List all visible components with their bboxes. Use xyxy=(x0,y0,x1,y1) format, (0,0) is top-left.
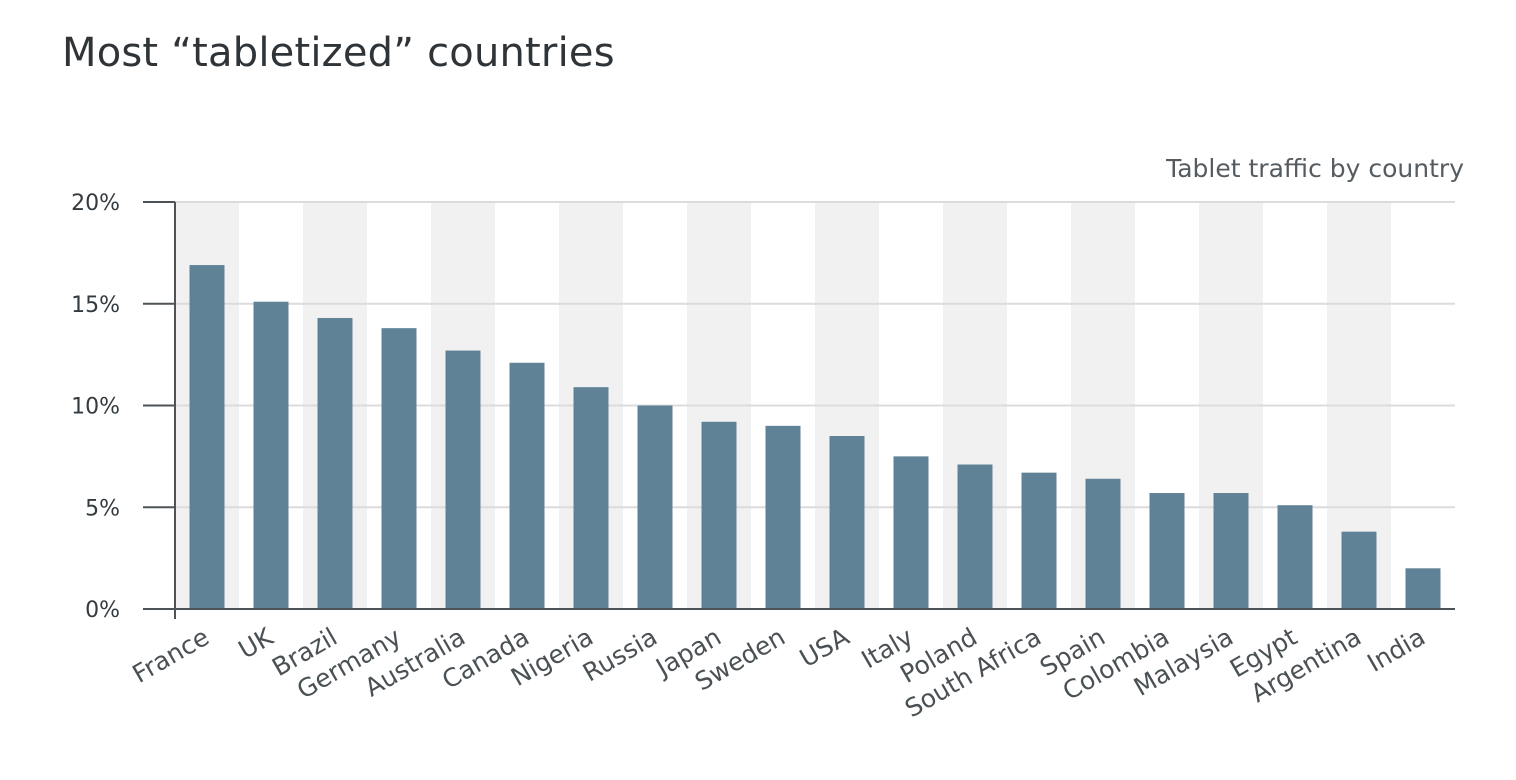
y-tick-label: 5% xyxy=(85,496,120,521)
y-tick-label: 0% xyxy=(85,598,120,623)
chart-subtitle: Tablet traffic by country xyxy=(1166,154,1464,183)
x-tick-label: USA xyxy=(795,622,854,673)
bar xyxy=(829,436,865,609)
x-tick-label: India xyxy=(1362,622,1430,678)
bar xyxy=(189,265,225,609)
bar xyxy=(509,362,545,609)
bar xyxy=(1021,472,1057,609)
y-tick-label: 15% xyxy=(71,293,120,318)
bar xyxy=(637,405,673,609)
y-tick-label: 20% xyxy=(71,191,120,216)
bar xyxy=(317,317,353,609)
bar xyxy=(1405,568,1441,609)
y-tick-label: 10% xyxy=(71,395,120,420)
x-axis-ticks: France UKBrazilGermanyAustraliaCanadaNige… xyxy=(127,622,1430,723)
x-tick-label: Russia xyxy=(578,622,662,687)
bar xyxy=(381,328,417,609)
bar xyxy=(253,301,289,609)
bar xyxy=(1149,493,1185,609)
bar xyxy=(1277,505,1313,609)
bar xyxy=(765,425,801,609)
bar xyxy=(957,464,993,609)
bar xyxy=(1213,493,1249,609)
bar xyxy=(1341,531,1377,609)
chart-title: Most “tabletized” countries xyxy=(62,30,615,76)
bar xyxy=(445,350,481,609)
bar xyxy=(1085,478,1121,609)
x-tick-label: France xyxy=(127,622,214,689)
bar xyxy=(893,456,929,609)
bar xyxy=(701,421,737,609)
bars xyxy=(189,265,1441,609)
y-axis-ticks: 0% 5% 10% 15% 20% xyxy=(71,191,175,623)
bar xyxy=(573,387,609,609)
